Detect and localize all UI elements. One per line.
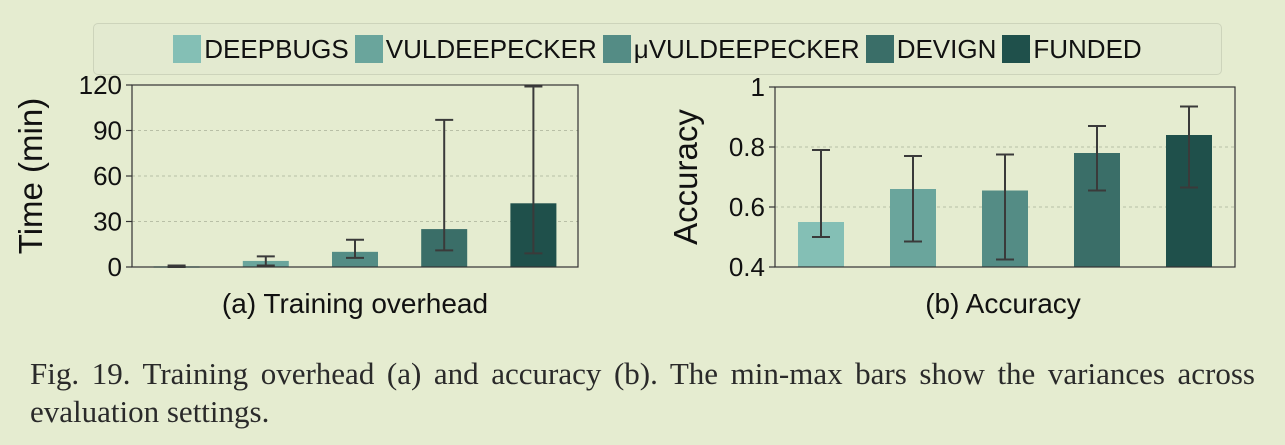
legend-label: FUNDED (1033, 33, 1142, 64)
chart-legend: DEEPBUGS VULDEEPECKER μVULDEEPECKER DEVIGN F… (93, 23, 1222, 75)
plot-frame (774, 86, 1236, 268)
y-axis-label: Accuracy (667, 109, 704, 245)
legend-swatch (602, 35, 631, 63)
plot-frame (131, 84, 579, 268)
legend-item: VULDEEPECKER (354, 33, 597, 65)
legend-label: VULDEEPECKER (385, 33, 597, 64)
legend-item: FUNDED (1002, 33, 1142, 65)
y-tick-label: 0.6 (729, 192, 765, 222)
y-tick-label: 90 (93, 116, 122, 146)
legend-label: DEVIGN (896, 33, 997, 64)
legend-swatch (173, 35, 202, 63)
y-tick-label: 0.8 (729, 132, 765, 162)
legend-item: DEVIGN (865, 33, 997, 65)
charts-area: 0 30 60 90 120 Time (min) (a) Training overhea… (12, 75, 1236, 319)
y-tick-label: 60 (93, 161, 122, 191)
legend-label: μVULDEEPECKER (633, 33, 860, 64)
y-tick-label: 120 (79, 75, 122, 100)
y-tick-label: 0.4 (729, 252, 765, 282)
legend-item: DEEPBUGS (173, 34, 349, 65)
y-axis-label: Time (min) (12, 98, 49, 254)
y-tick-label: 1 (751, 75, 765, 102)
chart-subtitle: (b) Accuracy (925, 288, 1081, 319)
legend-item: μVULDEEPECKER (602, 33, 860, 65)
y-tick-label: 30 (93, 207, 122, 237)
legend-swatch (354, 35, 383, 63)
y-tick-label: 0 (108, 252, 122, 282)
bar (332, 251, 378, 267)
chart-0: 0 30 60 90 120 Time (min) (a) Training overhea… (12, 75, 579, 319)
legend-label: DEEPBUGS (204, 33, 349, 64)
legend-swatch (865, 35, 894, 63)
figure-caption: Fig. 19. Training overhead (a) and accur… (30, 356, 1255, 429)
legend-swatch (1002, 35, 1031, 63)
chart-subtitle: (a) Training overhead (222, 288, 488, 319)
chart-1: 0.4 0.6 0.8 1 Accuracy (b) Accuracy (667, 75, 1236, 319)
